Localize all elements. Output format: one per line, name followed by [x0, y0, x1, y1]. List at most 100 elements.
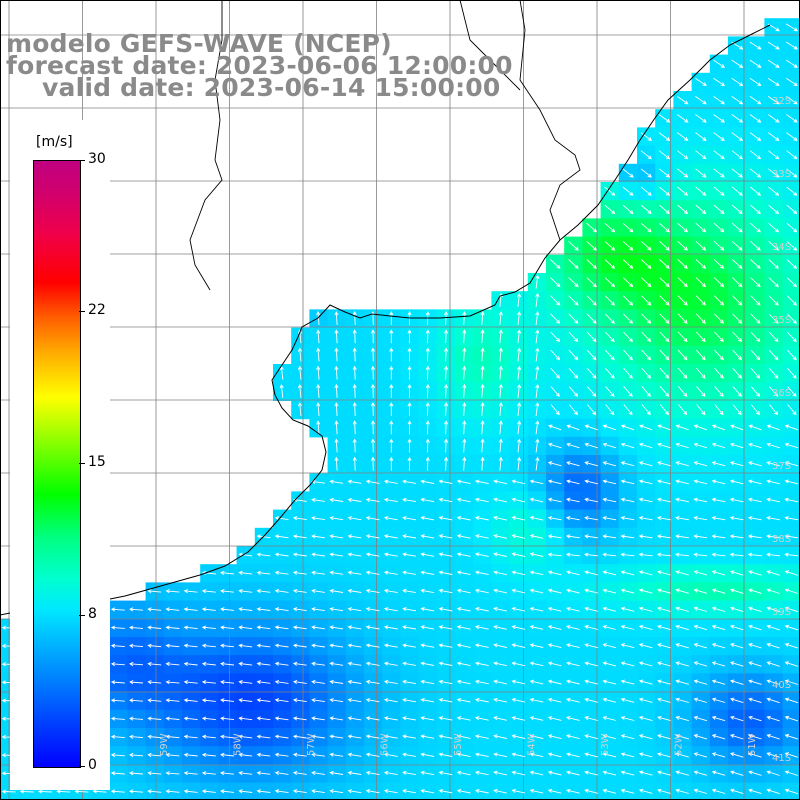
wind-arrow [768, 313, 779, 324]
wind-arrow [474, 716, 489, 721]
wind-arrow [456, 788, 471, 794]
wind-arrow [517, 292, 522, 307]
wind-arrow [695, 204, 707, 215]
wind-arrow [566, 643, 580, 649]
wind-arrow [165, 643, 180, 648]
wind-arrow [766, 661, 780, 667]
wind-arrow [584, 788, 598, 794]
wind-arrow [129, 625, 144, 630]
wind-arrow [438, 625, 453, 630]
wind-arrow [347, 679, 362, 684]
wind-arrow [407, 329, 412, 344]
wind-arrow [292, 661, 307, 666]
wind-arrow [201, 698, 216, 703]
wind-arrow [547, 497, 562, 503]
wind-arrow [729, 461, 744, 467]
wind-cell [455, 782, 474, 800]
wind-arrow [425, 456, 430, 471]
wind-arrow [480, 420, 485, 435]
wind-arrow [602, 515, 617, 521]
wind-arrow [311, 698, 325, 703]
wind-arrow [129, 752, 144, 758]
wind-arrow [274, 770, 289, 776]
wind-arrow [311, 679, 325, 685]
wind-arrow [657, 679, 671, 685]
wind-arrow [768, 349, 779, 361]
wind-arrow [407, 383, 412, 398]
wind-arrow [766, 570, 780, 576]
wind-arrow [730, 570, 744, 576]
lat-label: 35S [772, 315, 791, 326]
wind-arrow [568, 295, 579, 306]
wind-arrow [474, 588, 489, 594]
wind-arrow [550, 386, 560, 397]
wind-arrow [110, 607, 125, 612]
wind-arrow [784, 606, 799, 613]
wind-arrow [640, 240, 652, 251]
wind-arrow [550, 259, 561, 269]
wind-arrow [420, 788, 435, 794]
wind-arrow [480, 438, 485, 453]
wind-arrow [657, 770, 671, 776]
colorbar-unit: [m/s] [36, 134, 73, 150]
wind-arrow [201, 752, 216, 757]
wind-arrow [550, 349, 561, 361]
wind-arrow [370, 329, 376, 344]
wind-arrow [292, 716, 307, 721]
wind-arrow [676, 96, 689, 105]
wind-arrow [605, 367, 615, 379]
wind-arrow [730, 588, 744, 594]
wind-arrow [183, 680, 198, 685]
wind-arrow [56, 789, 71, 794]
lat-label: 36S [772, 388, 791, 399]
wind-cell [491, 782, 511, 800]
wind-arrow [547, 515, 562, 521]
wind-arrow [602, 643, 617, 649]
wind-arrow [462, 329, 467, 344]
wind-arrow [622, 259, 634, 269]
wind-arrow [622, 240, 634, 251]
wind-arrow [713, 132, 725, 141]
wind-arrow [334, 365, 339, 380]
wind-arrow [769, 404, 779, 416]
wind-arrow [147, 789, 162, 794]
wind-arrow [787, 386, 797, 397]
wind-arrow [730, 697, 744, 704]
wind-arrow [493, 697, 507, 703]
wind-arrow [347, 734, 362, 739]
wind-arrow [420, 770, 435, 776]
wind-arrow [425, 438, 430, 453]
wind-arrow [786, 59, 798, 68]
wind-arrow [602, 679, 617, 685]
wind-arrow [311, 716, 325, 721]
wind-arrow [784, 497, 799, 503]
wind-arrow [493, 752, 507, 758]
wind-arrow [695, 259, 707, 269]
wind-arrow [311, 570, 325, 575]
wind-arrow [638, 752, 653, 758]
wind-arrow [365, 643, 380, 648]
wind-arrow [748, 624, 762, 631]
wind-arrow [620, 588, 635, 594]
wind-arrow [352, 438, 357, 453]
wind-arrow [732, 259, 743, 269]
wind-arrow [623, 404, 633, 416]
wind-arrow [402, 788, 416, 794]
wind-arrow [529, 770, 544, 776]
wind-arrow [550, 367, 561, 379]
wind-arrow [517, 311, 522, 326]
wind-arrow [696, 404, 706, 416]
wind-arrow [383, 497, 398, 503]
wind-arrow [620, 679, 635, 685]
wind-arrow [407, 365, 412, 380]
wind-arrow [657, 424, 671, 431]
wind-arrow [693, 643, 708, 649]
wind-arrow [639, 442, 653, 449]
wind-arrow [693, 770, 708, 776]
wind-arrow [220, 716, 235, 721]
wind-arrow [566, 770, 580, 776]
wind-arrow [256, 625, 271, 630]
wind-arrow [365, 625, 380, 630]
wind-arrow [677, 386, 688, 397]
wind-arrow [766, 424, 780, 431]
